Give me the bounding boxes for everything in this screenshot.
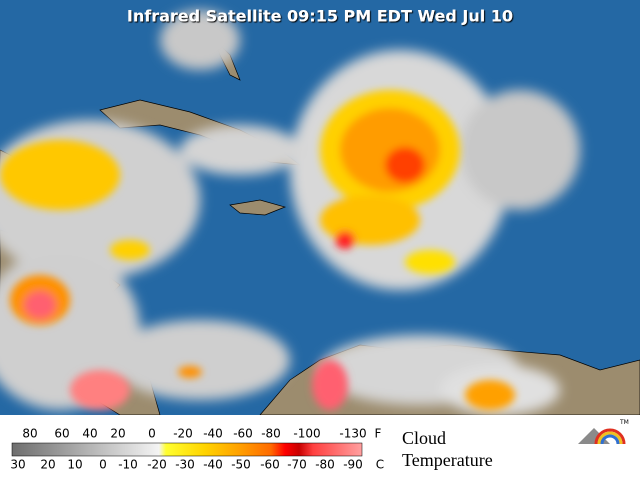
celsius-label: -40 (203, 458, 223, 472)
fahrenheit-label: -100 (293, 427, 320, 441)
celsius-label: -90 (343, 458, 363, 472)
celsius-unit: C (376, 458, 384, 472)
celsius-label: -50 (231, 458, 251, 472)
legend: 80 60 40 20 0 -20 -40 -60 -80 -100 -130 F 30 20 10 0 -10… (0, 415, 640, 480)
fahrenheit-label: 20 (110, 427, 125, 441)
fahrenheit-label: -60 (233, 427, 253, 441)
title: Infrared Satellite 09:15 PM EDT Wed Jul … (127, 7, 513, 26)
logo: TM (578, 419, 629, 445)
fahrenheit-unit: F (375, 427, 382, 441)
color-scale (11, 442, 363, 457)
fahrenheit-label: -80 (261, 427, 281, 441)
map: Infrared Satellite 09:15 PM EDT Wed Jul … (0, 0, 640, 416)
celsius-label: -60 (260, 458, 280, 472)
fahrenheit-label: 0 (148, 427, 156, 441)
fahrenheit-label: -20 (173, 427, 193, 441)
celsius-label: -70 (287, 458, 307, 472)
fahrenheit-label: -130 (339, 427, 366, 441)
legend-caption: Temperature (402, 450, 493, 470)
fahrenheit-label: 80 (22, 427, 37, 441)
celsius-label: 10 (67, 458, 82, 472)
fahrenheit-label: 60 (54, 427, 69, 441)
fahrenheit-label: 40 (82, 427, 97, 441)
celsius-label: -20 (147, 458, 167, 472)
legend-caption: Cloud (402, 428, 446, 448)
celsius-label: -80 (315, 458, 335, 472)
fahrenheit-label: -40 (203, 427, 223, 441)
trademark: TM (619, 419, 629, 426)
celsius-label: -10 (118, 458, 138, 472)
celsius-label: 0 (99, 458, 107, 472)
celsius-label: 20 (40, 458, 55, 472)
celsius-label: 30 (10, 458, 25, 472)
celsius-label: -30 (175, 458, 195, 472)
